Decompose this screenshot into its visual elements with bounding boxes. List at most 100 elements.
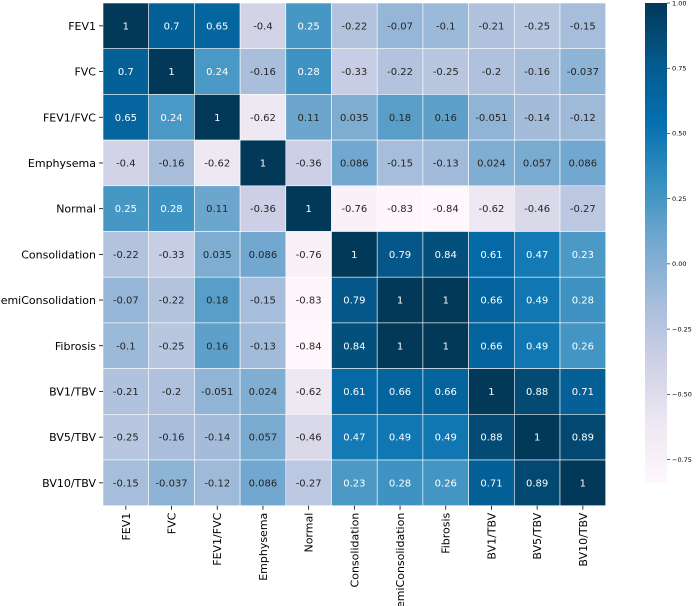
cell-label-3-5: 0.086 [340,158,369,169]
cell-label-1-9: -0.16 [524,67,550,78]
heatmap-cell-0-7 [422,2,469,50]
heatmap-cell-8-6 [376,368,424,415]
heatmap-cell-8-0 [102,368,150,415]
heatmap-cell-1-1 [148,48,195,95]
cell-label-5-8: 0.61 [480,250,502,261]
cell-label-4-6: -0.83 [387,204,413,215]
cell-label-1-7: -0.25 [433,67,459,78]
cell-label-8-1: -0.2 [162,387,182,398]
heatmap-cell-0-0 [102,2,150,50]
heatmap-cell-10-9 [513,459,561,507]
cell-label-3-0: -0.4 [116,158,136,169]
x-tick-label: Fibrosis [440,512,453,553]
heatmap-cell-9-3 [239,413,287,461]
heatmap-cell-3-2 [194,139,241,187]
cell-label-8-4: -0.62 [296,387,322,398]
cell-label-6-7: 1 [443,296,449,307]
cell-label-4-1: 0.28 [160,204,182,215]
heatmap-cell-1-5 [331,48,378,95]
heatmap-cell-3-5 [331,139,378,187]
x-tick-label: Normal [303,513,316,553]
cell-label-6-6: 1 [397,296,403,307]
heatmap-cell-5-10 [559,231,607,278]
heatmap-cell-3-3 [239,139,287,187]
x-tick-label: FVC [166,512,179,534]
cell-label-5-5: 1 [351,250,357,261]
heatmap-cell-6-6 [376,276,424,324]
heatmap-cell-3-10 [559,139,607,187]
cell-label-10-0: -0.15 [113,478,139,489]
heatmap-cell-7-7 [422,322,469,369]
y-tick-label: FEV1 [68,20,96,33]
heatmap-cell-9-2 [194,413,241,461]
colorbar-gradient [645,3,667,483]
heatmap-cell-7-3 [239,322,287,369]
cell-label-10-4: -0.27 [296,478,322,489]
x-tick-label: BV1/TBV [485,512,498,559]
heatmap-cells: 1 0.7 0.65 -0.4 0.25 -0.22 -0.07 -0.1 -0.21 -0.25… [102,2,607,507]
heatmap-cell-3-4 [285,139,332,187]
cell-label-9-3: 0.057 [249,433,278,444]
heatmap-cell-4-6 [376,185,424,232]
cell-label-10-7: 0.26 [435,478,457,489]
cell-label-8-3: 0.024 [249,387,278,398]
heatmap-cell-10-7 [422,459,469,507]
heatmap-cell-6-5 [331,276,378,324]
heatmap-cell-9-5 [331,413,378,461]
heatmap-cell-7-4 [285,322,332,369]
cell-label-0-10: -0.15 [570,21,596,32]
x-tick-label: BV5/TBV [531,512,544,559]
heatmap-cell-1-8 [468,48,515,95]
heatmap-cell-1-10 [559,48,607,95]
heatmap-cell-7-5 [331,322,378,369]
y-tick-label: BV5/TBV [49,431,96,444]
cell-label-5-9: 0.47 [526,250,548,261]
cell-label-8-9: 0.88 [526,387,548,398]
heatmap-cell-5-3 [239,231,287,278]
heatmap-cell-2-6 [376,94,424,141]
cell-label-3-8: 0.024 [477,158,506,169]
cell-label-6-4: -0.83 [296,296,322,307]
cell-label-7-8: 0.66 [480,341,502,352]
cell-label-10-5: 0.23 [343,478,365,489]
heatmap-cell-8-9 [513,368,561,415]
colorbar-tick-label: −0.75 [672,456,692,464]
cell-label-4-0: 0.25 [115,204,137,215]
heatmap-cell-4-2 [194,185,241,232]
cell-label-8-7: 0.66 [435,387,457,398]
heatmap-cell-5-0 [102,231,150,278]
cell-label-5-1: -0.33 [159,250,185,261]
heatmap-cell-6-8 [468,276,515,324]
cell-label-0-6: -0.07 [387,21,413,32]
heatmap-cell-2-4 [285,94,332,141]
cell-label-10-6: 0.28 [389,478,411,489]
x-tick-label: BV10/TBV [577,512,590,566]
cell-label-5-6: 0.79 [389,250,411,261]
cell-label-2-3: -0.62 [250,113,276,124]
cell-label-3-3: 1 [260,158,266,169]
heatmap-cell-1-6 [376,48,424,95]
heatmap-cell-10-5 [331,459,378,507]
colorbar-tick-label: 0.00 [672,260,686,268]
x-axis-tick-labels: FEV1 FVC FEV1/FVC Emphysema Normal Consolidat… [120,505,590,606]
cell-label-7-1: -0.25 [159,341,185,352]
x-tick-label: Consolidation [348,513,361,588]
x-tick-label: SemiConsolidation [394,513,407,606]
cell-label-9-0: -0.25 [113,433,139,444]
heatmap-cell-1-9 [513,48,561,95]
cell-label-1-8: -0.2 [482,67,502,78]
heatmap-cell-0-4 [285,2,332,50]
cell-label-7-0: -0.1 [116,341,136,352]
cell-label-2-1: 0.24 [160,113,182,124]
heatmap-cell-0-3 [239,2,287,50]
x-tick-label: Emphysema [257,513,270,581]
heatmap-cell-0-9 [513,2,561,50]
heatmap-cell-10-0 [102,459,150,507]
cell-label-10-10: 1 [580,478,586,489]
cell-label-2-6: 0.18 [389,113,411,124]
x-tick-label: FEV1 [120,513,133,541]
y-tick-label: BV10/TBV [42,477,96,490]
heatmap-cell-5-5 [331,231,378,278]
cell-label-7-4: -0.84 [296,341,322,352]
cell-label-10-8: 0.71 [480,478,502,489]
